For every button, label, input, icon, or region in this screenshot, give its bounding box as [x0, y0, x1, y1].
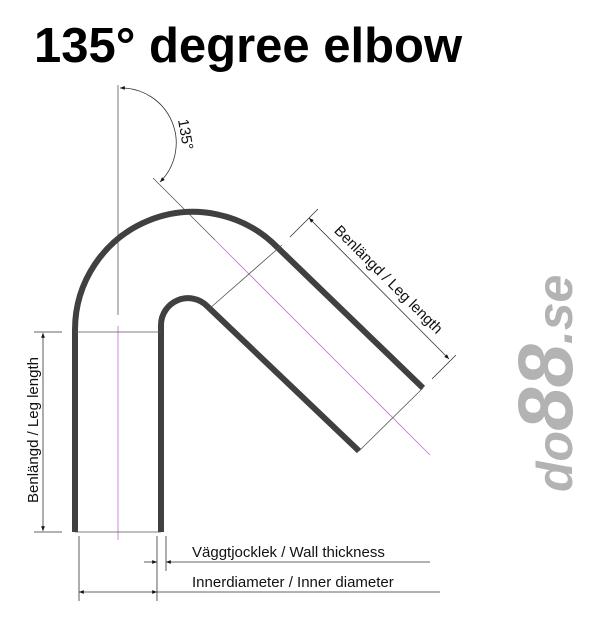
diagonal-reference-line [152, 177, 216, 241]
leg-length-diagonal-label: Benlängd / Leg length [331, 222, 446, 337]
left-leg-dimension [34, 331, 62, 533]
angle-arc [119, 85, 177, 183]
pipe-inner-wall [158, 295, 362, 532]
do88-logo: do88.se [501, 275, 589, 492]
pipe-outer-wall [72, 208, 426, 532]
angle-label: 135° [174, 118, 196, 152]
leg-length-left-label: Benlängd / Leg length [25, 357, 42, 503]
pipe [72, 208, 426, 532]
bottom-dimensions [78, 536, 440, 601]
diagonal-leg-dimension [289, 208, 457, 380]
svg-text:do88.se: do88.se [501, 275, 589, 492]
diagram-title: 135° degree elbow [34, 19, 463, 73]
inner-diameter-label: Innerdiameter / Inner diameter [192, 574, 394, 591]
section-lines [75, 244, 424, 533]
wall-thickness-label: Väggtjocklek / Wall thickness [192, 544, 385, 561]
